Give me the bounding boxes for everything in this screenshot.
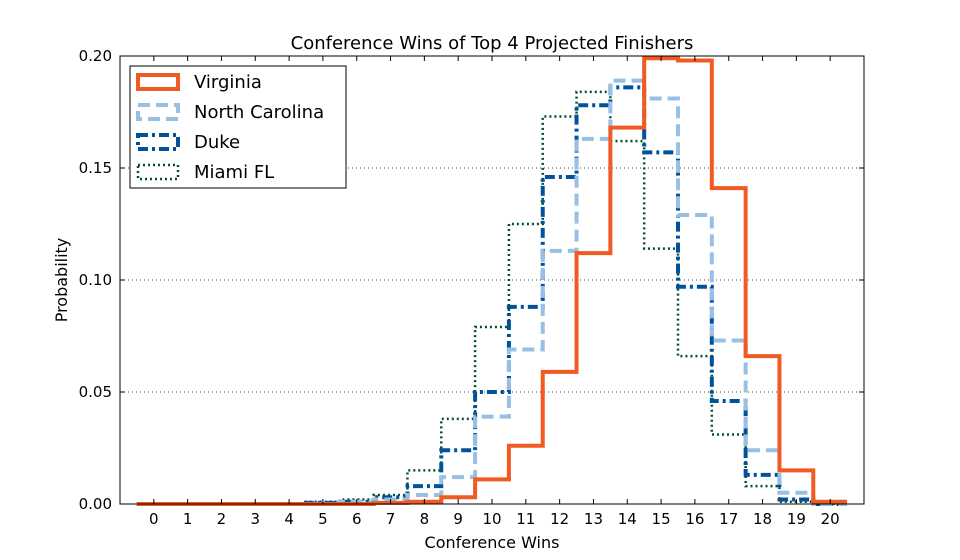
legend-label: North Carolina — [194, 102, 324, 123]
x-tick-label: 17 — [719, 510, 738, 528]
x-tick-label: 7 — [386, 510, 396, 528]
x-tick-label: 10 — [482, 510, 501, 528]
x-tick-label: 19 — [787, 510, 806, 528]
x-tick-label: 15 — [652, 510, 671, 528]
legend-label: Duke — [194, 132, 240, 153]
x-tick-label: 13 — [584, 510, 603, 528]
y-axis-label: Probability — [52, 238, 71, 323]
x-tick-label: 5 — [318, 510, 328, 528]
legend-swatch — [136, 163, 180, 181]
y-tick-label: 0.20 — [79, 47, 112, 65]
y-tick-label: 0.15 — [79, 159, 112, 177]
grid-lines — [120, 167, 864, 393]
ticks: 0.000.050.100.150.200 1 2 3 4 5 6 7 8 9 10 11 12 13 14… — [79, 47, 864, 528]
x-axis-label: Conference Wins — [425, 533, 560, 552]
x-tick-label: 8 — [420, 510, 430, 528]
y-tick-label: 0.05 — [79, 383, 112, 401]
chart-title: Conference Wins of Top 4 Projected Finis… — [291, 33, 694, 54]
x-tick-label: 1 — [183, 510, 193, 528]
y-tick-label: 0.10 — [79, 271, 112, 289]
x-tick-label: 0 — [149, 510, 159, 528]
legend-swatch — [136, 133, 180, 151]
legend: Virginia North Carolina Duke Miami FL — [129, 65, 347, 189]
legend-swatch — [136, 73, 180, 91]
x-tick-label: 14 — [618, 510, 637, 528]
legend-label: Miami FL — [194, 162, 274, 183]
x-tick-label: 16 — [685, 510, 704, 528]
x-tick-label: 2 — [217, 510, 227, 528]
x-tick-label: 18 — [753, 510, 772, 528]
x-tick-label: 4 — [284, 510, 294, 528]
x-tick-label: 3 — [250, 510, 260, 528]
x-tick-label: 12 — [550, 510, 569, 528]
x-tick-label: 6 — [352, 510, 362, 528]
x-tick-label: 11 — [516, 510, 535, 528]
x-tick-label: 20 — [821, 510, 840, 528]
legend-label: Virginia — [194, 72, 262, 93]
y-tick-label: 0.00 — [79, 495, 112, 513]
legend-box — [129, 65, 347, 189]
legend-swatch — [136, 103, 180, 121]
x-tick-label: 9 — [453, 510, 463, 528]
